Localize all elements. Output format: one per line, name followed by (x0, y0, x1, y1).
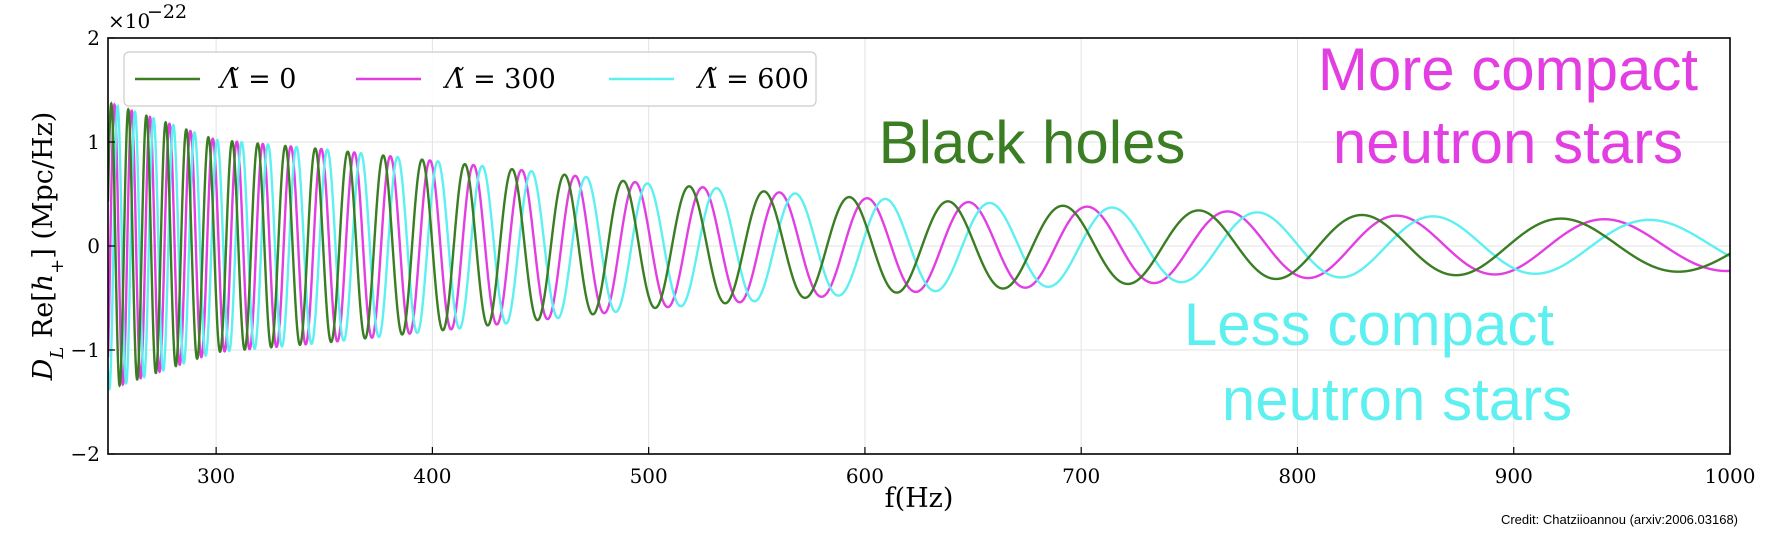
credit-text: Credit: Chatziioannou (arxiv:2006.03168) (1501, 512, 1738, 527)
x-tick-label: 600 (846, 464, 884, 488)
y-title-sub2: + (47, 259, 68, 274)
y-multiplier: ×10 (108, 9, 150, 33)
x-tick-label: 300 (197, 464, 235, 488)
annotation-black-holes: Black holes (879, 109, 1186, 176)
x-tick-label: 800 (1278, 464, 1316, 488)
series-line-2 (108, 104, 1730, 391)
y-title-sub: L (47, 347, 68, 360)
axis-ticks: 300 400 500 600 700 800 900 1000 −2 −1 0 1 2 (71, 26, 1756, 488)
y-title-part-a: D (28, 358, 59, 381)
legend-label-lambda-0: Λ̃ = 0 (217, 64, 296, 95)
y-tick-label: 1 (87, 130, 100, 154)
annotation-more-compact-line2: neutron stars (1333, 109, 1683, 176)
series-layer (108, 101, 1730, 391)
legend-box (123, 51, 817, 107)
series-line-1 (108, 102, 1730, 387)
y-tick-label: −1 (71, 338, 100, 362)
y-title-part-c: ] (Mpc/Hz) (28, 112, 59, 259)
y-title-h: h (28, 274, 59, 291)
legend-label-lambda-600: Λ̃ = 600 (695, 64, 809, 95)
series-line-0 (108, 101, 1730, 388)
legend: Λ̃ = 0 Λ̃ = 300 Λ̃ = 600 (123, 51, 817, 107)
y-tick-label: 2 (87, 26, 100, 50)
y-tick-label: −2 (71, 442, 100, 466)
x-tick-label: 900 (1495, 464, 1533, 488)
y-axis-title: DL Re[h+] (Mpc/Hz) (28, 112, 68, 382)
legend-label-lambda-300: Λ̃ = 300 (442, 64, 556, 95)
annotation-more-compact-line1: More compact (1318, 36, 1698, 103)
annotation-less-compact-line2: neutron stars (1222, 366, 1572, 433)
x-tick-label: 400 (413, 464, 451, 488)
y-exponent: −22 (147, 1, 187, 23)
x-axis-title: f(Hz) (885, 483, 954, 514)
y-title-part-b: Re[ (28, 291, 59, 346)
annotation-less-compact-line1: Less compact (1184, 291, 1554, 358)
y-tick-label: 0 (87, 234, 100, 258)
x-tick-label: 700 (1062, 464, 1100, 488)
x-tick-label: 500 (630, 464, 668, 488)
x-tick-label: 1000 (1705, 464, 1756, 488)
